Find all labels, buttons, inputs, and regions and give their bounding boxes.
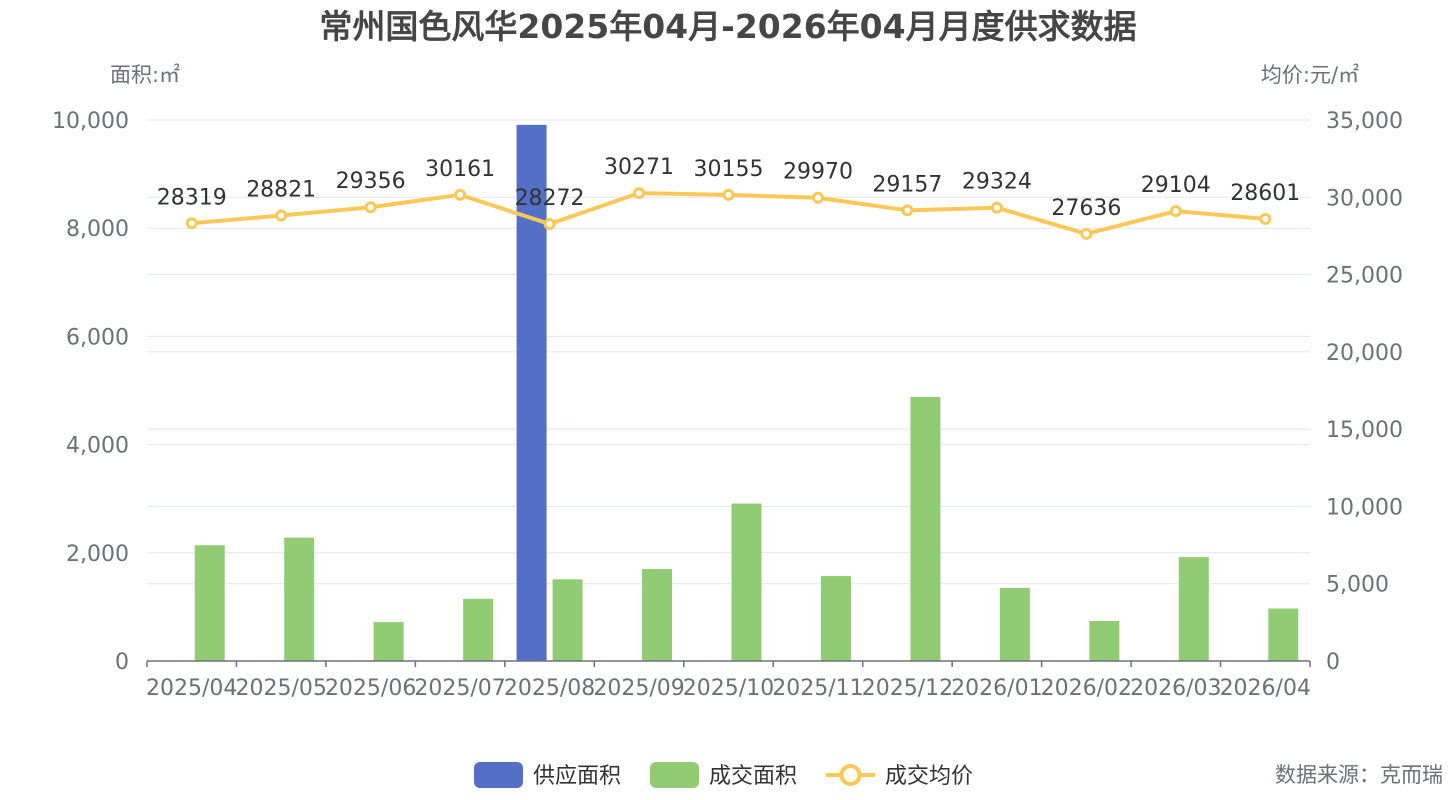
- data-labels: 28319 28821 29356 30161 28272 30271 30155 29970…: [157, 155, 1301, 221]
- y-right-axis-name: 均价:元/㎡: [1261, 63, 1359, 87]
- bar-deal-2025-09: [642, 569, 673, 661]
- price-point-2025-06: [364, 201, 377, 214]
- bar-deal-2025-04: [194, 545, 225, 661]
- price-data-label: 28319: [157, 185, 227, 210]
- axes: 0 2,000 4,000 6,000 8,000 10,000 0 5,000 10,000 1…: [52, 109, 1403, 701]
- y-left-tick-label: 2,000: [66, 542, 129, 567]
- bar-deal-2025-10: [731, 503, 762, 661]
- price-point-2025-05: [275, 209, 288, 222]
- x-tick-label: 2025/04: [146, 676, 237, 701]
- price-point-2025-11: [811, 191, 824, 204]
- price-data-label: 28601: [1230, 181, 1300, 206]
- price-data-label: 29104: [1141, 173, 1211, 198]
- x-tick-label: 2025/10: [683, 676, 774, 701]
- price-point-2026-01: [990, 201, 1003, 214]
- price-point-2025-10: [722, 188, 735, 201]
- chart-title: 常州国色风华2025年04月-2026年04月月度供求数据: [319, 7, 1136, 46]
- price-data-label: 30161: [425, 157, 495, 182]
- y-right-tick-label: 5,000: [1326, 573, 1389, 598]
- bar-deal-2025-06: [373, 622, 404, 661]
- y-right-tick-label: 30,000: [1326, 186, 1403, 211]
- y-right-tick-label: 15,000: [1326, 418, 1403, 443]
- y-right-tick-label: 25,000: [1326, 264, 1403, 289]
- bar-deal-2025-05: [284, 537, 315, 661]
- y-left-tick-label: 4,000: [66, 434, 129, 459]
- source-note: 数据来源：克而瑞: [1275, 763, 1443, 787]
- price-point-2026-04: [1259, 212, 1272, 225]
- bars: [194, 124, 1299, 661]
- legend-swatch-1[interactable]: [650, 762, 699, 788]
- y-right-tick-label: 0: [1326, 650, 1340, 675]
- price-data-label: 29356: [336, 169, 406, 194]
- price-data-label: 30155: [694, 157, 764, 182]
- x-tick-label: 2025/07: [414, 676, 505, 701]
- y-right-tick-label: 35,000: [1326, 109, 1403, 134]
- price-point-2025-07: [454, 188, 467, 201]
- bar-deal-2026-01: [999, 587, 1030, 661]
- x-tick-label: 2025/08: [504, 676, 595, 701]
- y-right-tick-label: 20,000: [1326, 341, 1403, 366]
- x-tick-label: 2026/02: [1041, 676, 1132, 701]
- legend-swatch-0[interactable]: [474, 762, 523, 788]
- price-point-2026-02: [1080, 227, 1093, 240]
- price-line: [185, 187, 1272, 240]
- y-right-tick-label: 10,000: [1326, 495, 1403, 520]
- price-data-label: 28272: [515, 186, 585, 211]
- price-point-2026-03: [1169, 205, 1182, 218]
- x-tick-label: 2026/04: [1220, 676, 1311, 701]
- bar-deal-2026-03: [1178, 557, 1209, 661]
- bar-deal-2025-08: [552, 579, 583, 661]
- price-data-label: 27636: [1051, 196, 1121, 221]
- bar-deal-2025-12: [910, 396, 941, 661]
- x-tick-label: 2025/05: [235, 676, 326, 701]
- bar-deal-2025-07: [463, 598, 494, 661]
- price-data-label: 29324: [962, 170, 1032, 195]
- x-tick-label: 2026/03: [1130, 676, 1221, 701]
- price-point-2025-08: [543, 217, 556, 230]
- price-data-label: 29157: [872, 172, 942, 197]
- legend-label-2[interactable]: 成交均价: [885, 764, 973, 789]
- price-data-label: 28821: [246, 178, 316, 203]
- bar-deal-2026-04: [1268, 608, 1299, 661]
- legend-label-0[interactable]: 供应面积: [533, 764, 621, 789]
- y-left-tick-label: 0: [115, 650, 129, 675]
- y-left-tick-label: 8,000: [66, 217, 129, 242]
- bar-deal-2026-02: [1089, 620, 1120, 661]
- x-tick-label: 2026/01: [951, 676, 1042, 701]
- x-tick-label: 2025/11: [772, 676, 863, 701]
- x-tick-label: 2025/06: [325, 676, 416, 701]
- grid-lines: [147, 119, 1310, 585]
- price-data-label: 29970: [783, 160, 853, 185]
- price-point-2025-12: [901, 204, 914, 217]
- y-left-tick-label: 10,000: [52, 109, 129, 134]
- x-tick-label: 2025/12: [862, 676, 953, 701]
- price-point-2025-04: [185, 217, 198, 230]
- legend-marker[interactable]: [839, 764, 862, 786]
- y-left-tick-label: 6,000: [66, 325, 129, 350]
- x-tick-label: 2025/09: [593, 676, 684, 701]
- legend: 供应面积 成交面积 成交均价: [474, 762, 973, 789]
- price-point-2025-09: [633, 187, 646, 200]
- y-left-axis-name: 面积:㎡: [110, 63, 180, 87]
- bar-deal-2025-11: [820, 576, 851, 661]
- legend-label-1[interactable]: 成交面积: [709, 764, 797, 789]
- price-data-label: 30271: [604, 155, 674, 180]
